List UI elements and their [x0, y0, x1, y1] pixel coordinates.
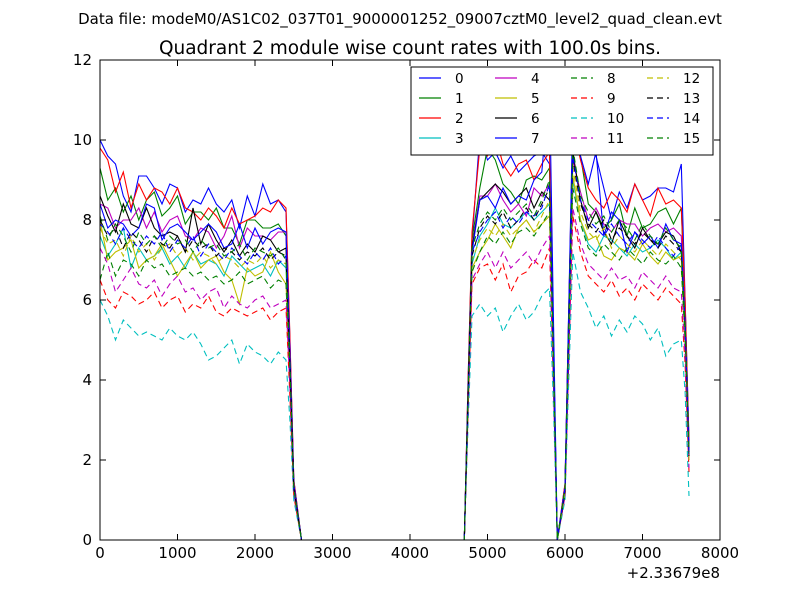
- series-line-8: [100, 187, 690, 540]
- legend-label-7: 7: [531, 131, 540, 147]
- series-line-1: [100, 131, 690, 540]
- legend-label-6: 6: [531, 111, 540, 127]
- y-tick-label: 8: [82, 211, 92, 229]
- series-line-3: [100, 179, 690, 540]
- plot-frame: [99, 59, 721, 541]
- legend-label-3: 3: [455, 131, 464, 147]
- y-tick-label: 4: [82, 371, 92, 389]
- legend-label-2: 2: [455, 111, 464, 127]
- legend-label-14: 14: [683, 111, 700, 127]
- y-tick-label: 0: [82, 531, 92, 549]
- y-tick-label: 12: [73, 51, 92, 69]
- series-line-11: [100, 207, 690, 540]
- chart-title: Quadrant 2 module wise count rates with …: [159, 38, 661, 59]
- series-line-12: [100, 167, 690, 540]
- legend-label-12: 12: [683, 71, 700, 87]
- legend-label-13: 13: [683, 91, 700, 107]
- series-line-7: [100, 83, 690, 540]
- series-layer: [100, 83, 690, 540]
- series-line-13: [100, 159, 690, 540]
- x-tick-label: 6000: [546, 544, 584, 562]
- figure-suptitle: Data file: modeM0/AS1C02_037T01_90000012…: [78, 10, 722, 29]
- series-line-14: [100, 155, 690, 540]
- series-line-9: [100, 215, 690, 540]
- series-line-2: [100, 123, 690, 540]
- series-line-10: [100, 251, 690, 540]
- legend-label-9: 9: [607, 91, 616, 107]
- legend-label-8: 8: [607, 71, 616, 87]
- x-tick-label: 5000: [468, 544, 506, 562]
- y-tick-label: 10: [73, 131, 92, 149]
- legend-frame: [410, 66, 714, 156]
- legend-label-10: 10: [607, 111, 624, 127]
- series-line-15: [100, 147, 690, 540]
- x-tick-label: 3000: [313, 544, 351, 562]
- series-line-6: [100, 151, 690, 540]
- axis-ticks: 0 1000 2000 3000 4000 5000 6000 7000 80000246810…: [73, 51, 739, 562]
- x-axis-offset-label: +2.33679e8: [627, 564, 720, 582]
- legend-label-11: 11: [607, 131, 624, 147]
- y-tick-label: 2: [82, 451, 92, 469]
- legend-label-5: 5: [531, 91, 540, 107]
- x-tick-label: 2000: [236, 544, 274, 562]
- legend-label-1: 1: [455, 91, 464, 107]
- x-tick-label: 4000: [391, 544, 429, 562]
- x-tick-label: 8000: [701, 544, 739, 562]
- legend-label-4: 4: [531, 71, 540, 87]
- y-tick-label: 6: [82, 291, 92, 309]
- x-tick-label: 1000: [158, 544, 196, 562]
- x-tick-label: 0: [95, 544, 105, 562]
- legend-label-0: 0: [455, 71, 464, 87]
- x-tick-label: 7000: [623, 544, 661, 562]
- legend-label-15: 15: [683, 131, 700, 147]
